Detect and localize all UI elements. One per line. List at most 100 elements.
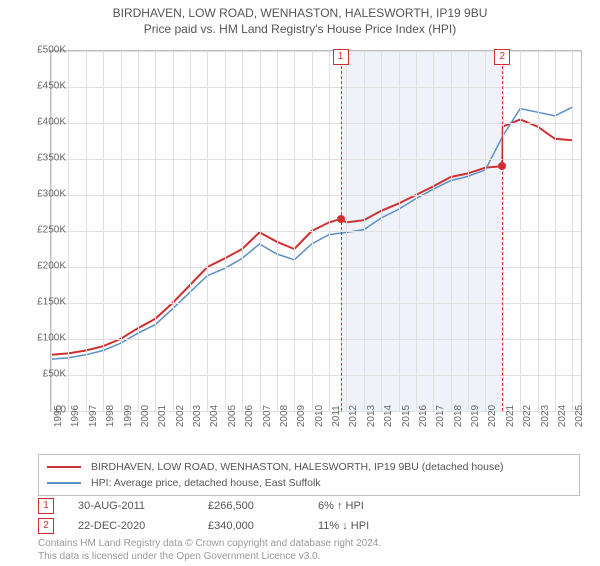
sale-vs-hpi: 6% ↑ HPI xyxy=(318,500,438,512)
gridline-v xyxy=(555,51,556,411)
x-tick-label: 2024 xyxy=(557,405,568,427)
gridline-v xyxy=(520,51,521,411)
gridline-v xyxy=(294,51,295,411)
sale-date: 22-DEC-2020 xyxy=(78,520,208,532)
x-tick-label: 2000 xyxy=(140,405,151,427)
gridline-v xyxy=(346,51,347,411)
x-tick-label: 2005 xyxy=(227,405,238,427)
footer-attribution: Contains HM Land Registry data © Crown c… xyxy=(38,538,381,563)
event-vline xyxy=(502,51,503,411)
y-tick-label: £100K xyxy=(22,333,66,344)
legend-item: BIRDHAVEN, LOW ROAD, WENHASTON, HALESWOR… xyxy=(47,459,571,475)
gridline-v xyxy=(381,51,382,411)
x-tick-label: 1999 xyxy=(123,405,134,427)
gridline-v xyxy=(86,51,87,411)
x-tick-label: 2006 xyxy=(244,405,255,427)
x-tick-label: 2007 xyxy=(262,405,273,427)
x-tick-label: 2009 xyxy=(296,405,307,427)
x-tick-label: 2013 xyxy=(366,405,377,427)
x-tick-label: 1998 xyxy=(105,405,116,427)
gridline-v xyxy=(207,51,208,411)
chart-area: 12 xyxy=(50,50,582,412)
x-tick-label: 2010 xyxy=(314,405,325,427)
title-sub: Price paid vs. HM Land Registry's House … xyxy=(0,22,600,36)
gridline-v xyxy=(242,51,243,411)
legend-item: HPI: Average price, detached house, East… xyxy=(47,475,571,491)
gridline-v xyxy=(103,51,104,411)
x-tick-label: 2015 xyxy=(401,405,412,427)
sale-marker-icon: 1 xyxy=(38,498,54,514)
gridline-v xyxy=(277,51,278,411)
gridline-v xyxy=(433,51,434,411)
sale-dot-icon xyxy=(498,162,506,170)
gridline-v xyxy=(538,51,539,411)
sale-dot-icon xyxy=(337,215,345,223)
gridline-v xyxy=(468,51,469,411)
x-tick-label: 2025 xyxy=(574,405,585,427)
x-tick-label: 1997 xyxy=(88,405,99,427)
gridline-v xyxy=(173,51,174,411)
footer-line: Contains HM Land Registry data © Crown c… xyxy=(38,538,381,551)
gridline-v xyxy=(155,51,156,411)
sale-vs-hpi: 11% ↓ HPI xyxy=(318,520,438,532)
footer-line: This data is licensed under the Open Gov… xyxy=(38,551,381,564)
chart-container: BIRDHAVEN, LOW ROAD, WENHASTON, HALESWOR… xyxy=(0,6,600,566)
legend-swatch xyxy=(47,482,81,484)
x-tick-label: 2011 xyxy=(331,405,342,427)
x-tick-label: 2003 xyxy=(192,405,203,427)
gridline-v xyxy=(190,51,191,411)
sales-row: 2 22-DEC-2020 £340,000 11% ↓ HPI xyxy=(38,516,438,536)
gridline-v xyxy=(364,51,365,411)
x-tick-label: 2020 xyxy=(487,405,498,427)
y-tick-label: £500K xyxy=(22,45,66,56)
sale-price: £266,500 xyxy=(208,500,318,512)
y-tick-label: £50K xyxy=(22,369,66,380)
gridline-v xyxy=(121,51,122,411)
x-tick-label: 1995 xyxy=(53,405,64,427)
y-tick-label: £400K xyxy=(22,117,66,128)
y-tick-label: £350K xyxy=(22,153,66,164)
legend-label: BIRDHAVEN, LOW ROAD, WENHASTON, HALESWOR… xyxy=(91,461,504,473)
event-marker-icon: 2 xyxy=(494,49,510,65)
gridline-v xyxy=(138,51,139,411)
y-tick-label: £450K xyxy=(22,81,66,92)
event-marker-icon: 1 xyxy=(333,49,349,65)
x-tick-label: 2023 xyxy=(540,405,551,427)
legend-label: HPI: Average price, detached house, East… xyxy=(91,477,321,489)
x-tick-label: 2018 xyxy=(453,405,464,427)
sales-table: 1 30-AUG-2011 £266,500 6% ↑ HPI 2 22-DEC… xyxy=(38,496,438,536)
x-tick-label: 2001 xyxy=(157,405,168,427)
x-tick-label: 2002 xyxy=(175,405,186,427)
gridline-v xyxy=(572,51,573,411)
gridline-v xyxy=(451,51,452,411)
gridline-v xyxy=(225,51,226,411)
legend-swatch xyxy=(47,466,81,468)
gridline-v xyxy=(485,51,486,411)
y-tick-label: £200K xyxy=(22,261,66,272)
x-tick-label: 2016 xyxy=(418,405,429,427)
legend-box: BIRDHAVEN, LOW ROAD, WENHASTON, HALESWOR… xyxy=(38,454,580,496)
y-tick-label: £150K xyxy=(22,297,66,308)
gridline-v xyxy=(416,51,417,411)
x-tick-label: 2022 xyxy=(522,405,533,427)
x-tick-label: 2019 xyxy=(470,405,481,427)
x-tick-label: 1996 xyxy=(70,405,81,427)
x-tick-label: 2012 xyxy=(348,405,359,427)
x-tick-label: 2014 xyxy=(383,405,394,427)
gridline-v xyxy=(68,51,69,411)
y-tick-label: £250K xyxy=(22,225,66,236)
y-tick-label: £300K xyxy=(22,189,66,200)
x-tick-label: 2017 xyxy=(435,405,446,427)
title-main: BIRDHAVEN, LOW ROAD, WENHASTON, HALESWOR… xyxy=(0,6,600,20)
gridline-v xyxy=(329,51,330,411)
x-tick-label: 2008 xyxy=(279,405,290,427)
event-vline xyxy=(341,51,342,411)
x-tick-label: 2004 xyxy=(209,405,220,427)
gridline-v xyxy=(312,51,313,411)
sale-marker-icon: 2 xyxy=(38,518,54,534)
sale-date: 30-AUG-2011 xyxy=(78,500,208,512)
gridline-v xyxy=(399,51,400,411)
sale-price: £340,000 xyxy=(208,520,318,532)
gridline-v xyxy=(260,51,261,411)
sales-row: 1 30-AUG-2011 £266,500 6% ↑ HPI xyxy=(38,496,438,516)
